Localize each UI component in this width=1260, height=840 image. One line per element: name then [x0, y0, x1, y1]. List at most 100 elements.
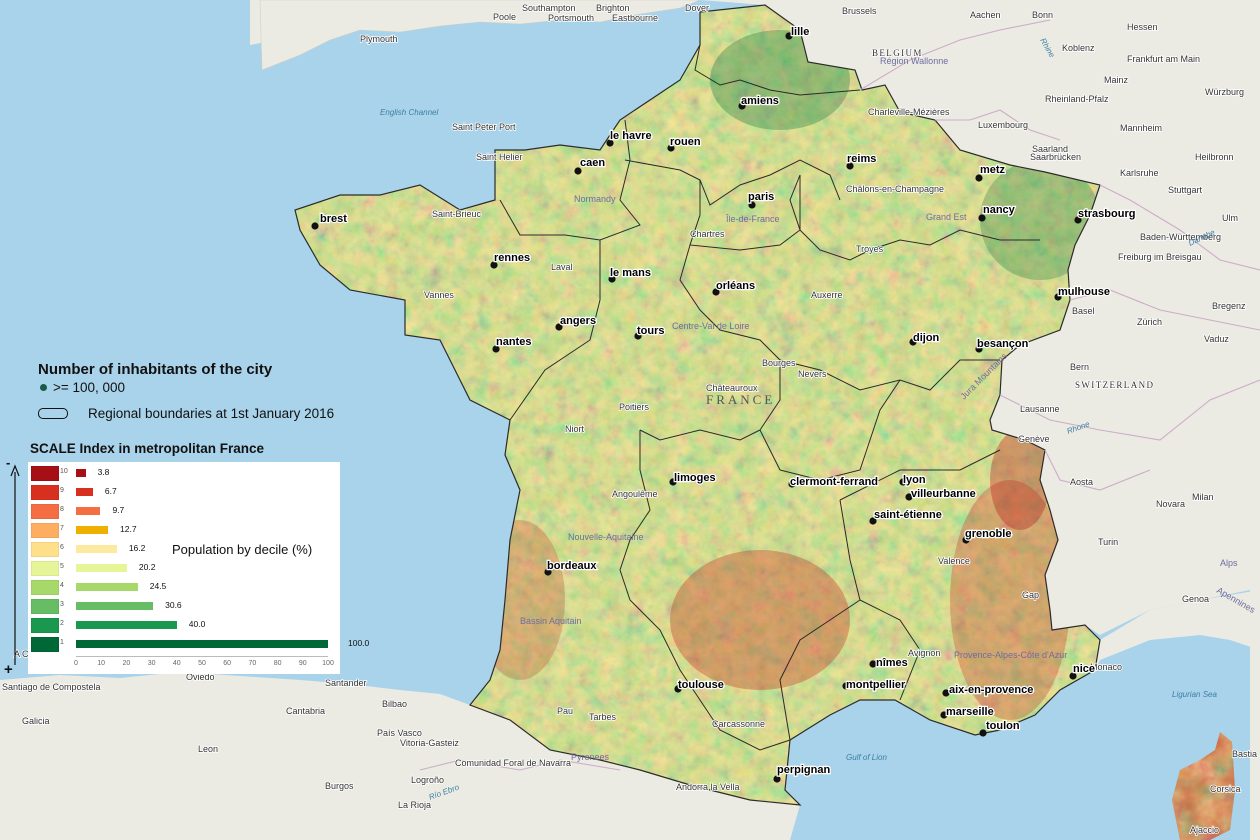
label-saint-helier: Saint Helier: [476, 152, 523, 162]
city-label-toulouse: toulouse: [678, 679, 724, 691]
city-label-clermont: clermont-ferrand: [790, 476, 878, 488]
city-label-lyon: lyon: [903, 474, 926, 486]
label-santiago: Santiago de Compostela: [2, 682, 101, 692]
decile-row: 5 20.2: [28, 561, 340, 576]
decile-axis-line: [76, 656, 328, 657]
city-label-paris: paris: [748, 191, 774, 203]
decile-number: 6: [60, 544, 64, 551]
city-dot-le-havre: [606, 139, 614, 147]
label-gap: Gap: [1022, 590, 1039, 600]
label-vaduz: Vaduz: [1204, 334, 1229, 344]
city-label-caen: caen: [580, 157, 605, 169]
label-charleville: Charleville-Mézières: [868, 107, 950, 117]
scale-title: SCALE Index in metropolitan France: [30, 441, 265, 456]
label-aosta: Aosta: [1070, 477, 1093, 487]
label-cantabria: Cantabria: [286, 706, 325, 716]
label-bourges: Bourges: [762, 358, 796, 368]
city-label-lille: lille: [791, 26, 809, 38]
city-dot-lyon: [899, 478, 907, 486]
label-pyrenees: Pyrenees: [571, 752, 610, 762]
label-switzerland: SWITZERLAND: [1075, 380, 1154, 390]
europe-east-land: [700, 0, 1260, 840]
decile-swatch: [31, 523, 59, 538]
city-dot-clermont: [788, 480, 796, 488]
axis-tick-label: 20: [122, 660, 131, 667]
city-label-besancon: besançon: [977, 338, 1029, 350]
label-burgos: Burgos: [325, 781, 354, 791]
decile-row: 4 24.5: [28, 580, 340, 595]
label-vitoria: Vitoria-Gasteiz: [400, 738, 459, 748]
axis-tick-label: 100: [322, 660, 334, 667]
city-dot-le-mans: [608, 275, 616, 283]
label-basel: Basel: [1072, 306, 1095, 316]
label-bonn: Bonn: [1032, 10, 1053, 20]
city-label-le-mans: le mans: [610, 267, 651, 279]
scale-arrow-icon: [10, 464, 20, 665]
label-genoa: Genoa: [1182, 594, 1209, 604]
label-dover: Dover: [685, 3, 709, 13]
city-label-tours: tours: [637, 325, 665, 337]
label-aachen: Aachen: [970, 10, 1001, 20]
label-chartres: Chartres: [690, 229, 725, 239]
decile-row: 10 3.8: [28, 466, 340, 481]
decile-row: 6 16.2: [28, 542, 340, 557]
decile-bar: [76, 564, 127, 572]
label-chateauroux: Châteauroux: [706, 383, 758, 393]
city-label-nice: nice: [1073, 663, 1095, 675]
city-dot-metz: [975, 174, 983, 182]
label-carcassonne: Carcassonne: [712, 719, 765, 729]
city-label-toulon: toulon: [986, 720, 1020, 732]
label-corsica: Corsica: [1210, 784, 1241, 794]
label-wallonne: Région Wallonne: [880, 56, 948, 66]
decile-number: 4: [60, 582, 64, 589]
label-valence: Valence: [938, 556, 970, 566]
decile-value-label: 3.8: [97, 467, 110, 477]
legend-boundary-label: Regional boundaries at 1st January 2016: [88, 406, 335, 421]
city-dot-bordeaux: [544, 568, 552, 576]
label-niort: Niort: [565, 424, 585, 434]
decile-bar: [76, 488, 93, 496]
label-monaco: Monaco: [1090, 662, 1122, 672]
legend-city-row: >= 100, 000: [40, 380, 125, 395]
decile-swatch: [31, 580, 59, 595]
label-vannes: Vannes: [424, 290, 454, 300]
label-aquitaine: Nouvelle-Aquitaine: [568, 532, 644, 542]
label-la-rioja: La Rioja: [398, 800, 431, 810]
city-dot-toulon: [979, 729, 987, 737]
city-dot-toulouse: [674, 685, 682, 693]
decile-number: 1: [60, 639, 64, 646]
decile-value-label: 40.0: [188, 619, 206, 629]
axis-tick-label: 30: [147, 660, 156, 667]
label-portsmouth: Portsmouth: [548, 13, 594, 23]
city-label-orleans: orléans: [716, 280, 755, 292]
population-axis-label: Population by decile (%): [172, 542, 313, 557]
decile-value-label: 100.0: [348, 638, 370, 648]
city-label-villeurbanne: villeurbanne: [911, 488, 976, 500]
decile-swatch: [31, 618, 59, 633]
label-pau: Pau: [557, 706, 573, 716]
city-dot-saint-etienne: [869, 517, 877, 525]
axis-tick-label: 80: [273, 660, 282, 667]
city-label-metz: metz: [980, 164, 1006, 176]
axis-tick-label: 90: [298, 660, 307, 667]
city-dot-icon: [40, 384, 47, 391]
decile-number: 5: [60, 563, 64, 570]
label-channel: English Channel: [380, 108, 438, 117]
label-koblenz: Koblenz: [1062, 43, 1095, 53]
decile-value-label: 24.5: [149, 581, 167, 591]
label-mannheim: Mannheim: [1120, 123, 1162, 133]
label-poole: Poole: [493, 12, 516, 22]
city-label-aix: aix-en-provence: [949, 684, 1033, 696]
label-brussels: Brussels: [842, 6, 877, 16]
city-label-mulhouse: mulhouse: [1058, 286, 1110, 298]
label-pais-vasco: País Vasco: [377, 728, 422, 738]
country-labels: BELGIUM SWITZERLAND FRANCE Rheinland-Pfa…: [706, 47, 1222, 407]
city-dot-rennes: [490, 261, 498, 269]
label-nevers: Nevers: [798, 369, 827, 379]
label-bassin: Bassin Aquitain: [520, 616, 582, 626]
city-dot-nice: [1069, 672, 1077, 680]
decile-row: 1 100.0: [28, 637, 369, 652]
label-southampton: Southampton: [522, 3, 576, 13]
decile-row: 7 12.7: [28, 523, 340, 538]
